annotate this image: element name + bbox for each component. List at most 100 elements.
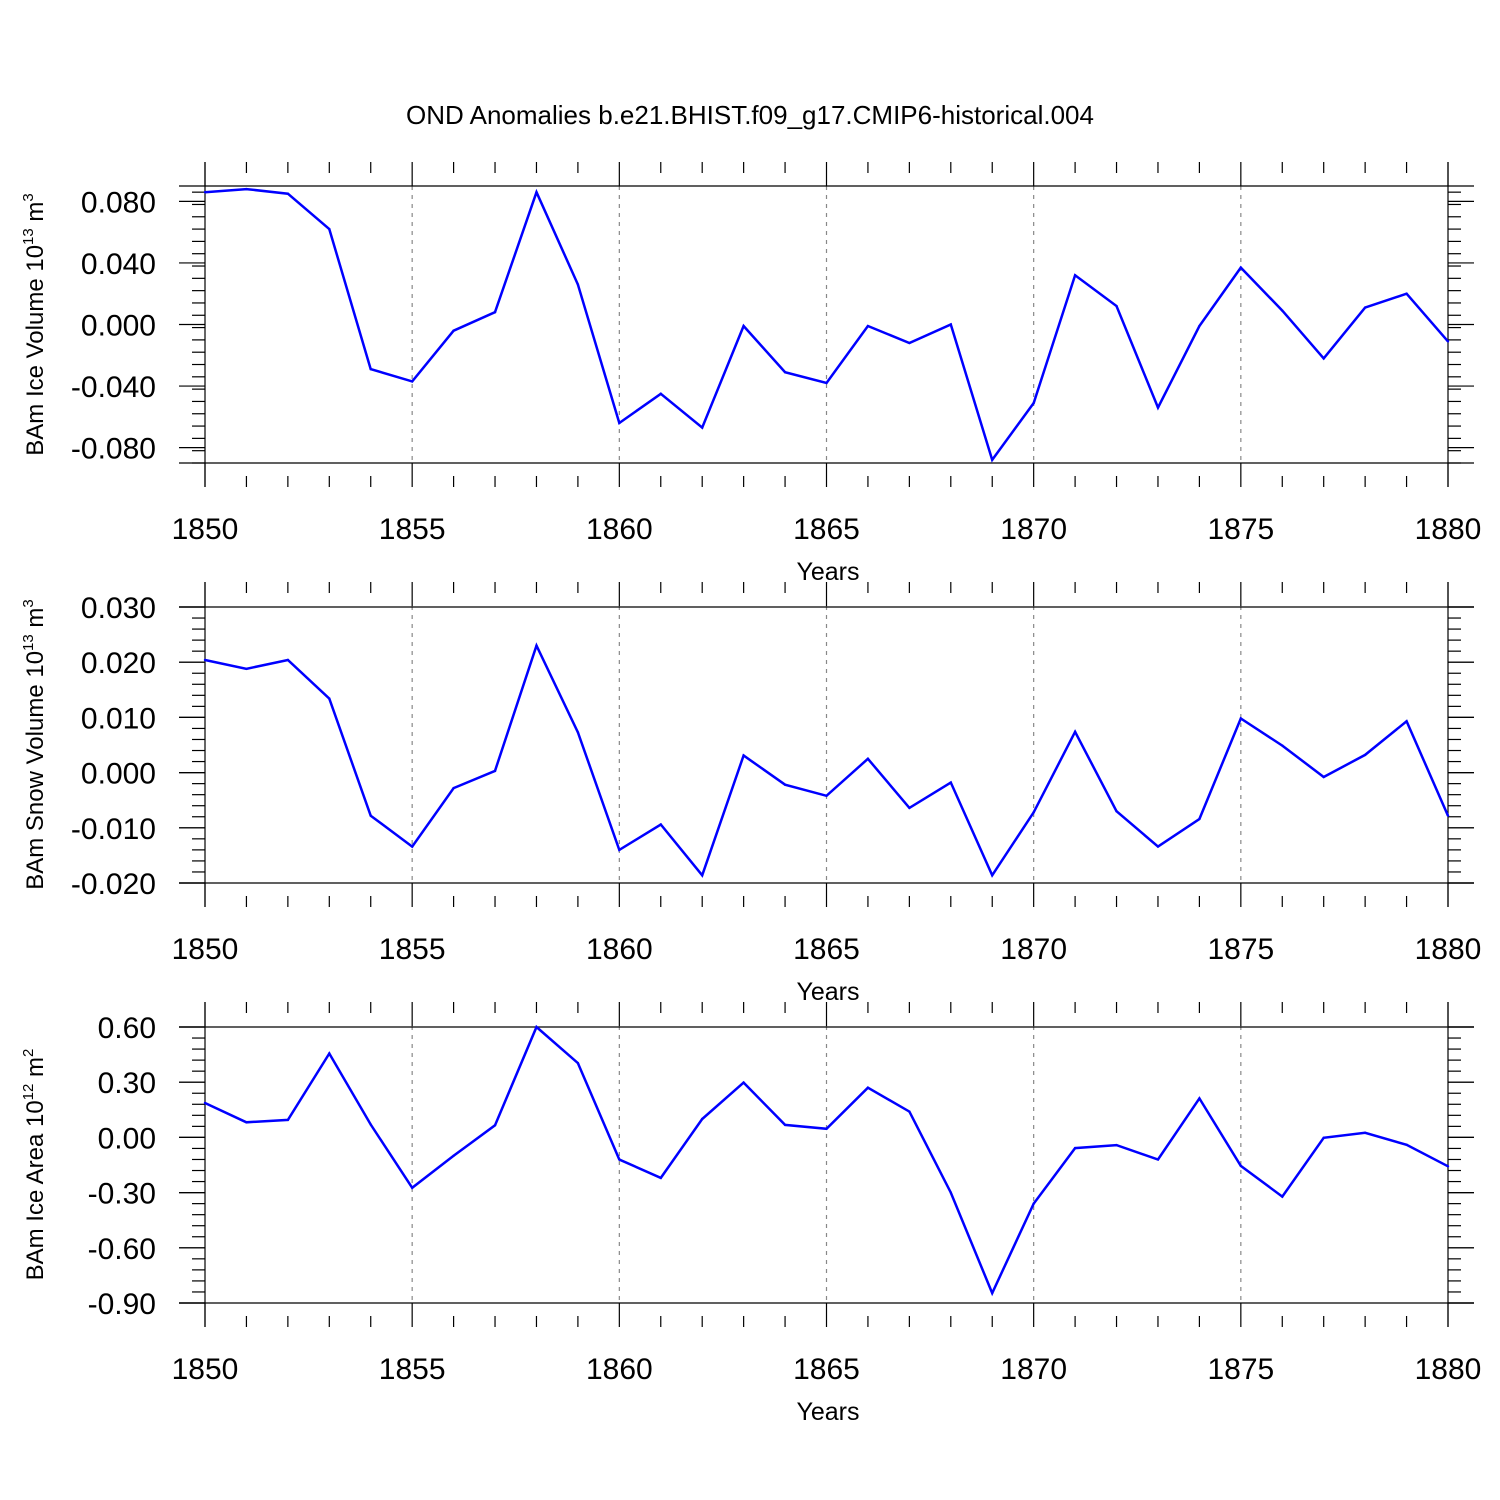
y-tick-label: 0.080 (81, 186, 156, 219)
data-point (1032, 1202, 1035, 1205)
data-point (866, 324, 870, 328)
x-tick-label: 1865 (793, 513, 860, 546)
data-point (1115, 1143, 1118, 1147)
chart-panel-2: -0.020 -0.010 0.000 0.010 0.020 0.030 1850 1855… (20, 582, 1481, 1006)
data-point (618, 848, 621, 852)
data-point (783, 1123, 787, 1127)
x-tick-label: 1850 (172, 513, 239, 546)
data-point (535, 1025, 538, 1029)
data-point (1115, 304, 1118, 308)
y-axis-title: BAm Ice Area 1012 m2 (20, 1049, 49, 1281)
x-tick-label: 1860 (586, 1353, 653, 1386)
data-point (949, 1191, 952, 1194)
data-point (1363, 306, 1367, 309)
chart-panel-1: -0.080 -0.040 0.000 0.040 0.080 1850 1855 1860 1… (20, 162, 1481, 586)
data-point (1239, 1164, 1243, 1168)
y-tick-label: 0.020 (81, 647, 156, 680)
y-tick-label: 0.60 (98, 1012, 156, 1045)
data-point (742, 754, 745, 757)
y-tick-label: 0.010 (81, 702, 156, 735)
data-point (1446, 814, 1450, 817)
data-point (1073, 274, 1077, 277)
data-point (369, 814, 372, 817)
data-point (1239, 266, 1243, 269)
data-point (1156, 845, 1160, 848)
x-tick-label: 1850 (172, 1353, 239, 1386)
x-tick-label: 1855 (379, 513, 446, 546)
x-tick-label: 1880 (1415, 513, 1482, 546)
data-point (949, 781, 952, 784)
y-tick-label: 0.040 (81, 248, 156, 281)
data-point (576, 1061, 580, 1065)
data-point (203, 190, 207, 194)
data-point (659, 823, 662, 826)
x-tick-label: 1860 (586, 933, 653, 966)
x-tick-label: 1875 (1207, 933, 1274, 966)
data-point (866, 1086, 870, 1089)
data-point (742, 324, 745, 328)
data-point (286, 658, 290, 662)
x-tick-label: 1880 (1415, 933, 1482, 966)
data-point (1115, 810, 1118, 813)
data-point (576, 731, 580, 734)
x-tick-label: 1875 (1207, 513, 1274, 546)
data-point (1281, 744, 1284, 747)
data-point (1198, 817, 1201, 821)
data-point (783, 783, 787, 786)
data-point (535, 644, 538, 647)
data-point (618, 421, 621, 425)
x-tick-label: 1860 (586, 513, 653, 546)
data-point (991, 1291, 994, 1295)
y-tick-label: 0.00 (98, 1122, 156, 1155)
data-point (1322, 1136, 1325, 1139)
x-tick-label: 1855 (379, 1353, 446, 1386)
data-point (493, 769, 497, 773)
data-point (908, 806, 911, 810)
data-point (410, 1186, 414, 1190)
x-axis-title: Years (796, 1398, 859, 1426)
data-point (493, 310, 497, 314)
data-point (1405, 1143, 1408, 1146)
data-point (783, 371, 787, 374)
data-point (1239, 717, 1243, 720)
data-point (576, 283, 580, 286)
x-axis-title: Years (796, 978, 859, 1006)
chart-panel-3: -0.90 -0.60 -0.30 0.00 0.30 0.60 1850 1855 1860 1… (20, 1002, 1481, 1426)
data-point (1281, 309, 1284, 312)
data-point (701, 874, 704, 877)
data-point (991, 874, 994, 877)
data-point (410, 380, 414, 383)
data-point (452, 329, 455, 332)
y-tick-label: -0.010 (71, 813, 156, 846)
data-point (1322, 357, 1325, 360)
chart-title: OND Anomalies b.e21.BHIST.f09_g17.CMIP6-… (406, 100, 1094, 130)
data-point (949, 323, 952, 326)
data-point (535, 190, 538, 194)
x-tick-label: 1865 (793, 1353, 860, 1386)
data-point (1073, 1146, 1077, 1150)
data-point (493, 1124, 497, 1127)
x-tick-label: 1870 (1000, 513, 1067, 546)
data-point (618, 1158, 621, 1161)
y-tick-label: -0.60 (88, 1233, 156, 1266)
y-tick-label: -0.020 (71, 868, 156, 901)
data-point (701, 426, 704, 429)
data-point (908, 1110, 911, 1113)
data-point (328, 1052, 331, 1055)
x-tick-label: 1880 (1415, 1353, 1482, 1386)
data-point (1032, 811, 1035, 814)
data-point (1281, 1195, 1284, 1198)
data-point (825, 1127, 828, 1130)
data-point (908, 341, 911, 345)
data-point (701, 1117, 704, 1121)
data-point (825, 381, 828, 385)
data-point (410, 845, 414, 848)
y-tick-label: 0.000 (81, 310, 156, 343)
data-point (1198, 1097, 1201, 1100)
data-point (369, 367, 372, 371)
data-point (1363, 1131, 1367, 1135)
data-point (328, 227, 331, 231)
data-point (1363, 753, 1367, 757)
y-tick-label: -0.080 (71, 433, 156, 466)
